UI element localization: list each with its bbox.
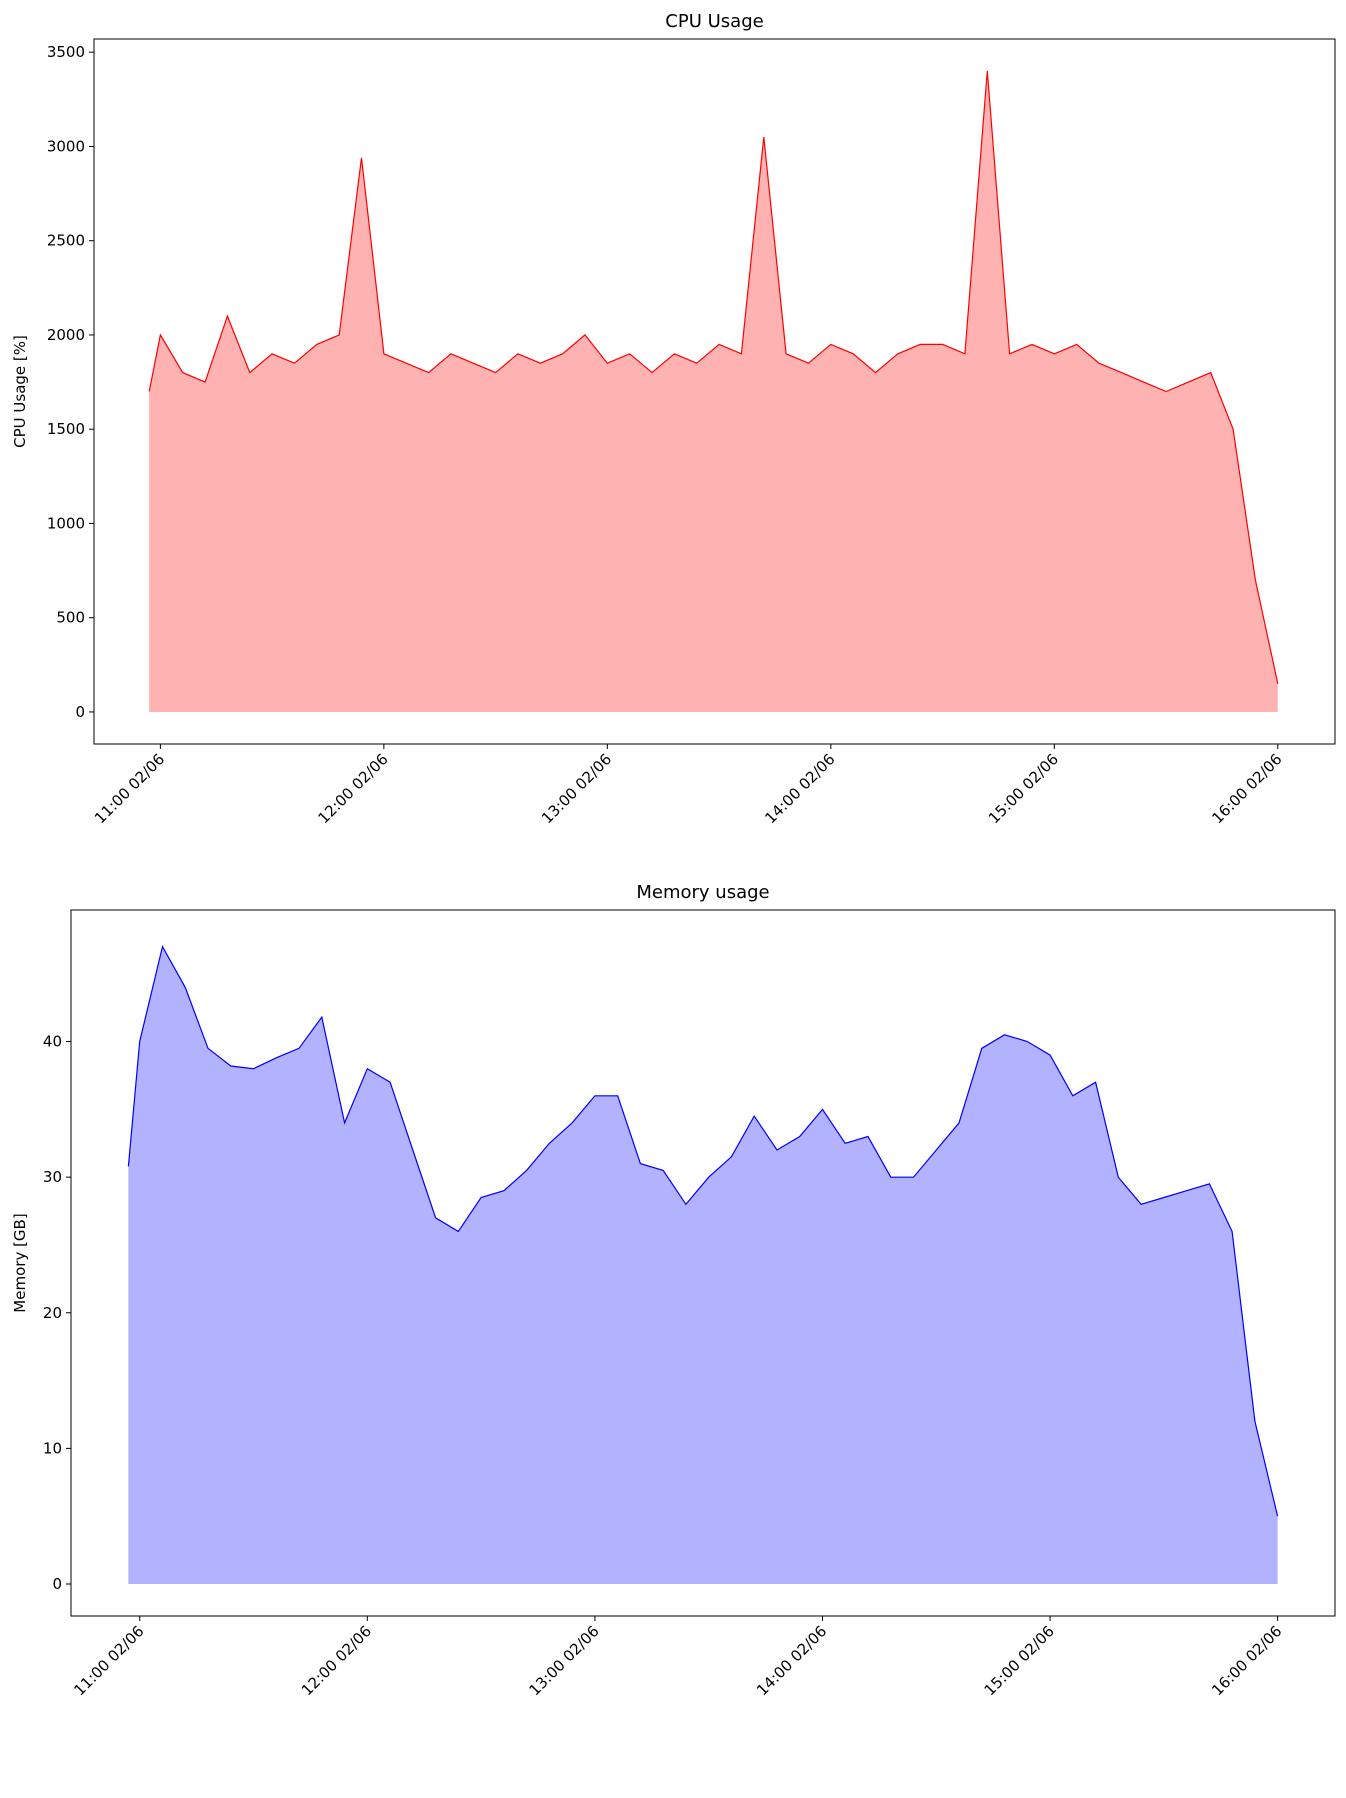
y-axis-label: CPU Usage [%] bbox=[11, 335, 29, 448]
x-tick-label: 11:00 02/06 bbox=[70, 1622, 147, 1699]
y-tick-label: 500 bbox=[56, 609, 85, 627]
chart-title: CPU Usage bbox=[665, 11, 763, 32]
y-tick-label: 0 bbox=[75, 703, 85, 721]
y-tick-label: 0 bbox=[52, 1575, 62, 1593]
subplot: CPU Usage CPU Usage [%] 0 500 1000 1500 2000 25… bbox=[11, 11, 1336, 827]
x-tick-label: 12:00 02/06 bbox=[314, 750, 391, 827]
area-line bbox=[148, 70, 1279, 684]
y-tick-label: 20 bbox=[43, 1304, 62, 1322]
x-tick-label: 12:00 02/06 bbox=[298, 1622, 375, 1699]
y-tick-label: 2000 bbox=[47, 326, 85, 344]
area-fill bbox=[128, 946, 1278, 1584]
x-tick-label: 13:00 02/06 bbox=[525, 1622, 602, 1699]
y-tick-label: 2500 bbox=[47, 232, 85, 250]
y-tick-label: 10 bbox=[43, 1439, 62, 1457]
chart-title: Memory usage bbox=[636, 882, 769, 903]
x-tick-label: 14:00 02/06 bbox=[761, 750, 838, 827]
x-tick-label: 15:00 02/06 bbox=[985, 750, 1062, 827]
plot-frame bbox=[93, 38, 1336, 745]
plot-frame bbox=[70, 909, 1336, 1617]
y-tick-label: 1000 bbox=[47, 514, 85, 532]
x-tick-label: 11:00 02/06 bbox=[91, 750, 168, 827]
y-tick-label: 3000 bbox=[47, 137, 85, 155]
x-tick-label: 15:00 02/06 bbox=[981, 1622, 1058, 1699]
y-tick-label: 40 bbox=[43, 1033, 62, 1051]
x-tick-label: 16:00 02/06 bbox=[1208, 1622, 1285, 1699]
y-tick-label: 1500 bbox=[47, 420, 85, 438]
x-tick-label: 14:00 02/06 bbox=[753, 1622, 830, 1699]
y-tick-label: 3500 bbox=[47, 43, 85, 61]
y-axis-label: Memory [GB] bbox=[11, 1213, 29, 1312]
x-tick-label: 13:00 02/06 bbox=[538, 750, 615, 827]
area-fill bbox=[149, 71, 1278, 712]
x-tick-label: 16:00 02/06 bbox=[1208, 750, 1285, 827]
subplot: Memory usage Memory [GB] 0 10 20 30 40 11:00 02… bbox=[11, 882, 1336, 1699]
area-line bbox=[127, 944, 1279, 1517]
y-tick-label: 30 bbox=[43, 1168, 62, 1186]
